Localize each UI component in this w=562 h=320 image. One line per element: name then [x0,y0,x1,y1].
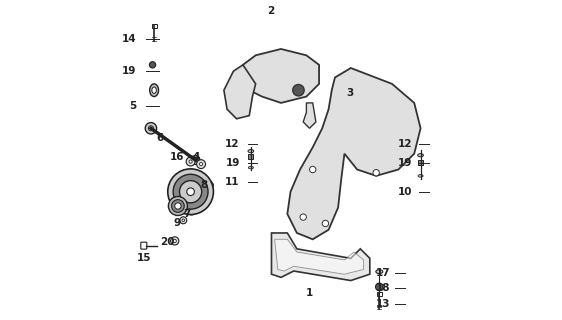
Circle shape [191,156,200,164]
Text: 18: 18 [376,284,391,293]
Text: 2: 2 [268,6,275,16]
Circle shape [373,170,379,176]
Circle shape [179,180,202,203]
Bar [377,292,382,296]
FancyBboxPatch shape [141,242,147,249]
Circle shape [300,214,306,220]
Text: 4: 4 [193,152,200,162]
Circle shape [189,160,192,163]
Circle shape [209,184,211,187]
Polygon shape [275,239,364,274]
Polygon shape [287,68,420,239]
Circle shape [148,126,153,131]
Ellipse shape [418,175,423,177]
Text: 7: 7 [183,209,191,219]
Circle shape [171,237,179,245]
Circle shape [171,200,184,212]
Text: 13: 13 [376,299,391,309]
Text: 19: 19 [123,66,137,76]
Circle shape [149,62,156,68]
Circle shape [173,174,208,209]
Circle shape [293,84,304,96]
Text: 19: 19 [398,158,413,168]
Circle shape [200,163,203,166]
Text: 12: 12 [225,139,240,149]
Ellipse shape [418,154,423,157]
Bar [248,154,253,159]
Polygon shape [271,233,370,281]
Text: 10: 10 [398,187,413,197]
Circle shape [167,169,214,215]
Text: 5: 5 [129,101,137,111]
Text: 3: 3 [347,88,354,98]
Bar [418,160,423,165]
Text: 14: 14 [122,35,137,44]
Circle shape [187,188,194,196]
Text: 17: 17 [376,268,391,278]
Circle shape [206,181,214,189]
Text: 19: 19 [225,158,240,168]
Circle shape [180,217,187,224]
Ellipse shape [248,166,253,169]
Circle shape [186,157,195,166]
Circle shape [310,166,316,173]
Circle shape [175,203,181,209]
Text: 12: 12 [398,139,413,149]
Circle shape [187,207,196,215]
Circle shape [375,283,383,291]
Circle shape [197,160,206,169]
Polygon shape [303,103,316,128]
Circle shape [169,196,187,215]
Ellipse shape [248,149,253,153]
Circle shape [322,220,329,227]
Text: 15: 15 [137,253,151,263]
Ellipse shape [152,87,156,93]
Circle shape [193,158,197,162]
Text: 16: 16 [170,152,184,162]
Bar [152,24,157,28]
Text: 6: 6 [156,133,164,143]
Circle shape [190,209,193,212]
Polygon shape [224,65,256,119]
Text: 11: 11 [225,177,240,187]
Ellipse shape [149,84,158,97]
Text: 1: 1 [306,288,312,298]
Text: 9: 9 [174,219,181,228]
Text: 20: 20 [160,237,175,247]
Circle shape [173,239,176,243]
Polygon shape [243,49,319,103]
Text: 8: 8 [201,180,208,190]
Circle shape [145,123,157,134]
Circle shape [182,219,184,221]
Ellipse shape [376,270,383,274]
